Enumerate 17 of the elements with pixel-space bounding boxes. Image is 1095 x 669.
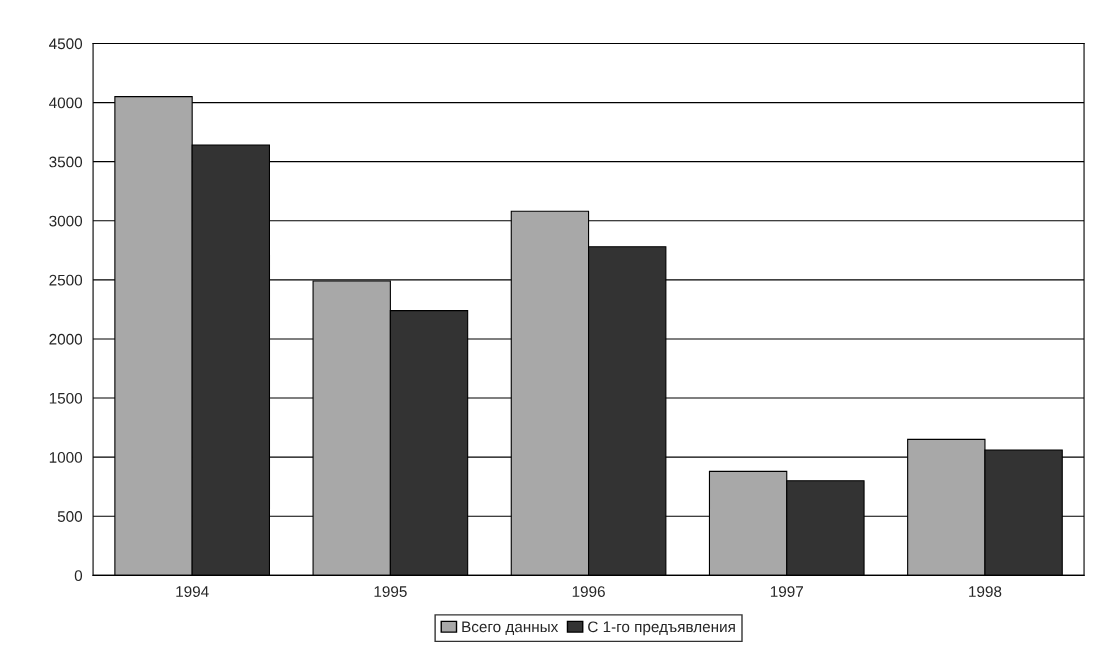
x-tick-label: 1995 <box>374 586 407 597</box>
y-tick-label: 3000 <box>49 215 83 227</box>
x-tick-label: 1998 <box>969 586 1002 597</box>
legend-label: Всего данных <box>462 621 559 636</box>
y-tick-label: 1000 <box>49 452 83 463</box>
y-tick-label: 500 <box>57 511 83 522</box>
x-tick-label: 1996 <box>572 586 605 597</box>
y-tick-label: 0 <box>74 570 83 582</box>
x-tick-label: 1994 <box>176 586 209 597</box>
y-tick-label: 2500 <box>49 274 83 286</box>
y-tick-label: 2000 <box>49 333 83 345</box>
x-tick-label: 1997 <box>770 586 803 597</box>
y-tick-label: 4000 <box>49 97 83 109</box>
legend-label: С 1-го предъявления <box>588 621 735 636</box>
y-tick-label: 3500 <box>49 156 83 168</box>
y-tick-label: 4500 <box>49 38 83 50</box>
y-tick-label: 1500 <box>49 392 83 404</box>
